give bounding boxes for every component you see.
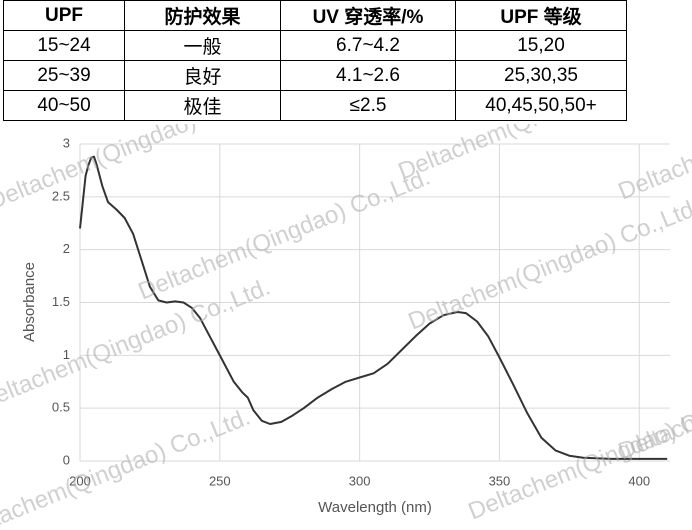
cell: 40,45,50,50+: [455, 90, 627, 121]
header-cell: 防护效果: [124, 0, 281, 31]
watermark: Deltachem(Qingdao) Co.,Ltd.: [465, 383, 692, 525]
x-tick-label: 300: [349, 473, 371, 488]
cell: 25~39: [3, 60, 125, 91]
cell: 15~24: [3, 30, 125, 61]
y-tick-label: 2: [63, 241, 70, 256]
watermark: Deltachem(Qingdao) Co.,Ltd.: [0, 273, 274, 415]
cell: 一般: [124, 30, 281, 61]
upf-table: UPF 防护效果 UV 穿透率/% UPF 等级 15~24 一般 6.7~4.2 1…: [3, 0, 627, 121]
watermark: Deltachem(Qingdao) Co.,Ltd.: [0, 124, 284, 215]
cell: 良好: [124, 60, 281, 91]
y-tick-label: 1.5: [52, 294, 70, 309]
x-axis-label: Wavelength (nm): [318, 499, 432, 516]
cell: 40~50: [3, 90, 125, 121]
y-tick-label: 2.5: [52, 188, 70, 203]
watermark: Deltachem(Qingdao) Co.,Ltd.: [0, 403, 254, 530]
x-tick-label: 200: [69, 473, 91, 488]
y-tick-label: 0: [63, 452, 70, 467]
y-tick-label: 3: [63, 135, 70, 150]
watermark: Deltachem(Qingdao) Co.,Ltd.: [405, 193, 692, 335]
watermark: Deltachem(Qingdao) Co.,Ltd.: [615, 323, 692, 465]
cell: 极佳: [124, 90, 281, 121]
cell: ≤2.5: [280, 90, 456, 121]
row: 25~39 良好 4.1~2.6 25,30,35: [3, 60, 627, 91]
header-cell: UPF 等级: [455, 0, 627, 31]
y-tick-label: 0.5: [52, 400, 70, 415]
spectrum-line: [79, 155, 668, 460]
header-row: UPF 防护效果 UV 穿透率/% UPF 等级: [3, 0, 627, 31]
watermark: Deltachem(Qingdao) Co.,Ltd.: [135, 163, 435, 305]
x-tick-label: 400: [628, 473, 650, 488]
chart: Wavelength (nm) Absorbance 0 0.5 1 1.5 2 2.5 3…: [0, 124, 692, 530]
cell: 6.7~4.2: [280, 30, 456, 61]
x-tick-label: 250: [209, 473, 231, 488]
cell: 15,20: [455, 30, 627, 61]
y-axis-label: Absorbance: [21, 262, 38, 342]
x-tick-label: 350: [489, 473, 511, 488]
row: 40~50 极佳 ≤2.5 40,45,50,50+: [3, 90, 627, 121]
y-tick-label: 1: [63, 347, 70, 362]
cell: 4.1~2.6: [280, 60, 456, 91]
row: 15~24 一般 6.7~4.2 15,20: [3, 30, 627, 61]
watermark: Deltachem(Qingdao) Co.,Ltd.: [615, 124, 692, 205]
header-cell: UPF: [3, 0, 125, 31]
cell: 25,30,35: [455, 60, 627, 91]
header-cell: UV 穿透率/%: [280, 0, 456, 31]
